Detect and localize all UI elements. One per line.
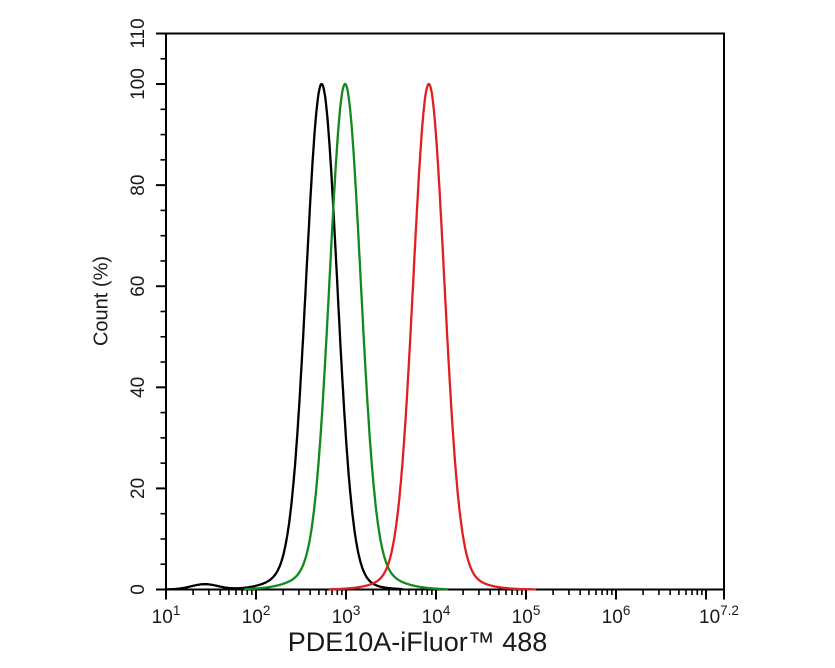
x-axis-title: PDE10A-iFluor™ 488 — [287, 627, 548, 657]
x-axis-tick-label: 105 — [512, 603, 541, 628]
y-axis-tick-label: 20 — [128, 478, 149, 499]
x-axis-tick-label: 106 — [602, 603, 631, 628]
y-axis-title: Count (%) — [90, 255, 113, 347]
y-axis-tick-label: 100 — [128, 68, 149, 100]
y-axis-tick-label: 0 — [128, 584, 149, 595]
curve-black-histogram — [164, 82, 403, 591]
x-axis-tick-label: 103 — [332, 603, 361, 628]
x-axis-tick-label: 102 — [242, 603, 271, 628]
curve-red-histogram — [328, 82, 537, 591]
x-axis-tick-label: 101 — [152, 603, 181, 628]
y-axis-tick-label: 110 — [128, 18, 149, 48]
x-axis-tick-label: 104 — [422, 603, 451, 628]
x-axis-tick-label: 107.2 — [699, 603, 739, 628]
y-axis-tick-label: 40 — [128, 377, 149, 398]
y-axis-tick-label: 80 — [128, 175, 149, 196]
curve-green-histogram — [244, 82, 448, 591]
y-axis-tick-label: 60 — [128, 276, 149, 297]
